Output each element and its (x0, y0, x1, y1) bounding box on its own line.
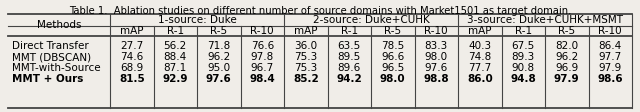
Text: 96.5: 96.5 (381, 63, 404, 73)
Text: 78.5: 78.5 (381, 41, 404, 51)
Text: 2-source: Duke+CUHK: 2-source: Duke+CUHK (312, 15, 429, 25)
Text: 56.2: 56.2 (164, 41, 187, 51)
Text: 63.5: 63.5 (338, 41, 361, 51)
Text: Table 1.  Ablation studies on different number of source domains with Market1501: Table 1. Ablation studies on different n… (69, 6, 571, 16)
Text: 86.4: 86.4 (598, 41, 622, 51)
Text: 1-source: Duke: 1-source: Duke (157, 15, 236, 25)
Text: 97.9: 97.9 (598, 63, 622, 73)
Text: 96.2: 96.2 (555, 52, 579, 62)
Text: R-5: R-5 (558, 26, 575, 36)
Text: 82.0: 82.0 (555, 41, 579, 51)
Text: 98.4: 98.4 (250, 74, 275, 84)
Text: 76.6: 76.6 (251, 41, 274, 51)
Text: 92.9: 92.9 (163, 74, 188, 84)
Text: 97.6: 97.6 (424, 63, 448, 73)
Text: 89.3: 89.3 (511, 52, 535, 62)
Text: R-1: R-1 (515, 26, 532, 36)
Text: 74.6: 74.6 (120, 52, 143, 62)
Text: R-5: R-5 (384, 26, 401, 36)
Text: 71.8: 71.8 (207, 41, 230, 51)
Text: R-1: R-1 (340, 26, 358, 36)
Text: 96.7: 96.7 (251, 63, 274, 73)
Text: 3-source: Duke+CUHK+MSMT: 3-source: Duke+CUHK+MSMT (467, 15, 623, 25)
Text: R-10: R-10 (424, 26, 448, 36)
Text: 87.1: 87.1 (164, 63, 187, 73)
Text: 97.8: 97.8 (251, 52, 274, 62)
Text: 75.3: 75.3 (294, 63, 317, 73)
Text: 94.8: 94.8 (510, 74, 536, 84)
Text: 97.9: 97.9 (554, 74, 580, 84)
Text: 74.8: 74.8 (468, 52, 492, 62)
Text: R-5: R-5 (210, 26, 227, 36)
Text: 89.6: 89.6 (338, 63, 361, 73)
Text: 86.0: 86.0 (467, 74, 493, 84)
Text: 96.9: 96.9 (555, 63, 579, 73)
Text: 97.6: 97.6 (206, 74, 232, 84)
Text: 89.5: 89.5 (338, 52, 361, 62)
Text: Methods: Methods (36, 20, 81, 30)
Text: 68.9: 68.9 (120, 63, 143, 73)
Text: 77.7: 77.7 (468, 63, 492, 73)
Text: 83.3: 83.3 (424, 41, 448, 51)
Text: 27.7: 27.7 (120, 41, 143, 51)
Text: MMT-with-Source: MMT-with-Source (12, 63, 100, 73)
Text: R-10: R-10 (598, 26, 622, 36)
Text: 40.3: 40.3 (468, 41, 492, 51)
Text: 81.5: 81.5 (119, 74, 145, 84)
Text: Direct Transfer: Direct Transfer (12, 41, 89, 51)
Text: R-10: R-10 (250, 26, 274, 36)
Text: 98.8: 98.8 (424, 74, 449, 84)
Text: mAP: mAP (120, 26, 143, 36)
Text: R-1: R-1 (166, 26, 184, 36)
Text: 67.5: 67.5 (511, 41, 535, 51)
Text: 98.6: 98.6 (597, 74, 623, 84)
Text: 96.6: 96.6 (381, 52, 404, 62)
Text: MMT (DBSCAN): MMT (DBSCAN) (12, 52, 91, 62)
Text: 95.0: 95.0 (207, 63, 230, 73)
Text: 85.2: 85.2 (293, 74, 319, 84)
Text: mAP: mAP (294, 26, 317, 36)
Text: 90.8: 90.8 (512, 63, 535, 73)
Text: 75.3: 75.3 (294, 52, 317, 62)
Text: 94.2: 94.2 (337, 74, 362, 84)
Text: 98.0: 98.0 (425, 52, 448, 62)
Text: MMT + Ours: MMT + Ours (12, 74, 83, 84)
Text: 96.2: 96.2 (207, 52, 230, 62)
Text: 98.0: 98.0 (380, 74, 406, 84)
Text: 97.7: 97.7 (598, 52, 622, 62)
Text: mAP: mAP (468, 26, 492, 36)
Text: 36.0: 36.0 (294, 41, 317, 51)
Text: 88.4: 88.4 (164, 52, 187, 62)
